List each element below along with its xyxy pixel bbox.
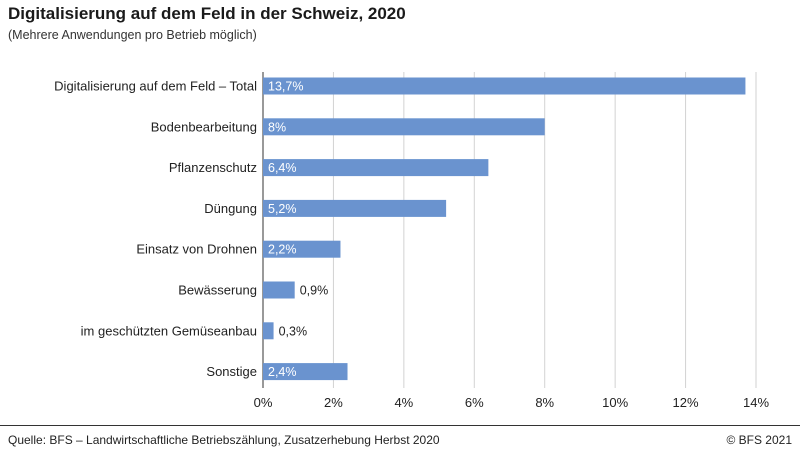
bar (263, 199, 447, 217)
category-labels: Digitalisierung auf dem Feld – Total Bode… (54, 79, 257, 380)
x-tick-label: 10% (602, 395, 628, 410)
bar (263, 159, 489, 177)
bars (263, 77, 746, 381)
chart-subtitle: (Mehrere Anwendungen pro Betrieb möglich… (8, 28, 257, 42)
value-label: 2,2% (268, 243, 297, 257)
category-label: Bewässerung (178, 283, 257, 298)
value-label: 6,4% (268, 161, 297, 175)
bar (263, 118, 545, 136)
bar (263, 240, 341, 258)
source-note: Quelle: BFS – Landwirtschaftliche Betrie… (8, 433, 440, 447)
value-label: 0,3% (279, 324, 308, 338)
category-label: Bodenbearbeitung (151, 119, 257, 134)
bar (263, 363, 348, 381)
category-label: im geschützten Gemüseanbau (81, 323, 257, 338)
x-tick-label: 12% (673, 395, 699, 410)
x-tick-label: 0% (254, 395, 273, 410)
x-axis-ticks: 0% 2% 4% 6% 8% 10% 12% 14% (254, 395, 770, 410)
category-label: Digitalisierung auf dem Feld – Total (54, 79, 257, 94)
value-label: 8% (268, 120, 286, 134)
x-tick-label: 6% (465, 395, 484, 410)
category-label: Pflanzenschutz (169, 160, 257, 175)
chart-title: Digitalisierung auf dem Feld in der Schw… (8, 4, 406, 23)
x-tick-label: 8% (535, 395, 554, 410)
value-labels: 13,7% 8% 6,4% 5,2% 2,2% 0,9% 0,3% 2,4% (268, 80, 328, 380)
value-label: 5,2% (268, 202, 297, 216)
footer-divider (0, 425, 800, 426)
bar (263, 322, 274, 340)
bar (263, 77, 746, 95)
value-label: 2,4% (268, 365, 297, 379)
category-label: Düngung (204, 201, 257, 216)
bar (263, 281, 295, 299)
x-tick-label: 2% (324, 395, 343, 410)
copyright-note: © BFS 2021 (726, 433, 792, 447)
x-tick-label: 4% (394, 395, 413, 410)
value-label: 13,7% (268, 80, 303, 94)
x-tick-label: 14% (743, 395, 769, 410)
bar-chart: Digitalisierung auf dem Feld – Total Bode… (54, 72, 770, 410)
value-label: 0,9% (300, 284, 329, 298)
category-label: Einsatz von Drohnen (136, 242, 257, 257)
category-label: Sonstige (206, 364, 257, 379)
